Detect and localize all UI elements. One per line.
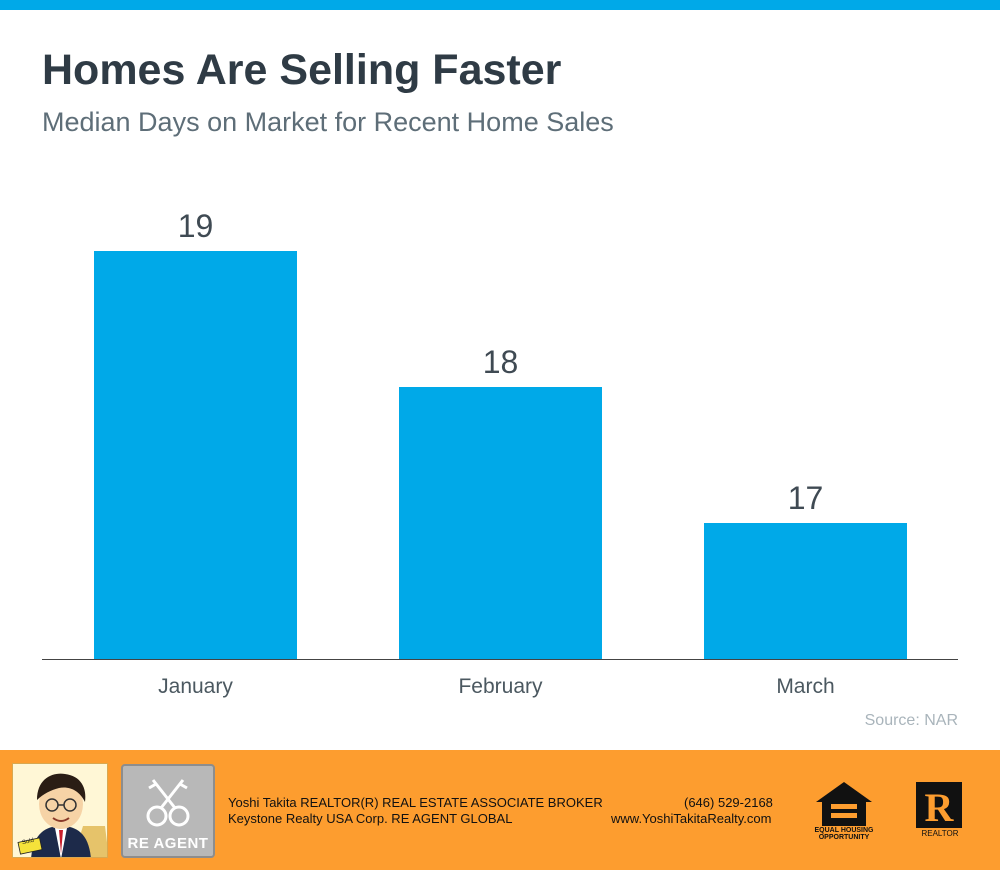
data-label-march: 17: [788, 480, 824, 516]
x-tick-label-march: March: [776, 675, 834, 698]
bar-january: [94, 251, 297, 659]
footer-banner: Sold RE AGENT Yoshi Takita REALTOR(R) RE…: [0, 750, 1000, 870]
agent-name-line: Yoshi Takita REALTOR(R) REAL ESTATE ASSO…: [228, 795, 603, 810]
page-subtitle: Median Days on Market for Recent Home Sa…: [42, 107, 614, 137]
data-label-february: 18: [483, 344, 519, 380]
bar-chart: 19 January 18 February 17 March: [42, 208, 958, 698]
data-label-january: 19: [178, 208, 214, 244]
x-tick-label-january: January: [158, 675, 233, 698]
page-title: Homes Are Selling Faster: [42, 46, 562, 94]
equal-housing-icon: [816, 782, 872, 826]
equal-housing-label-1: EQUAL HOUSING: [814, 827, 874, 834]
bar-february: [399, 387, 602, 659]
equal-housing-logo: EQUAL HOUSING OPPORTUNITY: [814, 780, 874, 841]
website-link[interactable]: www.YoshiTakitaRealty.com: [611, 811, 772, 826]
realtor-logo: R REALTOR: [912, 782, 968, 842]
company-line: Keystone Realty USA Corp. RE AGENT GLOBA…: [228, 811, 513, 826]
phone-number: (646) 529-2168: [684, 795, 773, 810]
equal-housing-label-2: OPPORTUNITY: [818, 834, 870, 841]
top-accent-bar: [0, 0, 1000, 10]
bar-march: [704, 523, 907, 659]
realtor-label: REALTOR: [921, 829, 959, 838]
realtor-mark: R: [924, 785, 954, 830]
source-note: Source: NAR: [864, 712, 958, 729]
agent-photo: Sold: [12, 763, 108, 858]
realtor-icon: R: [916, 782, 962, 830]
re-agent-badge: RE AGENT: [121, 764, 215, 858]
x-tick-label-february: February: [458, 675, 543, 698]
badge-label: RE AGENT: [127, 835, 209, 852]
